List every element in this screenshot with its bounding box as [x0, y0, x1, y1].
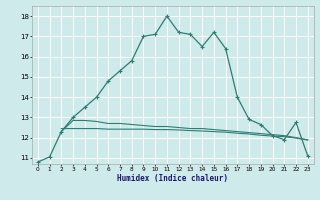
X-axis label: Humidex (Indice chaleur): Humidex (Indice chaleur)	[117, 174, 228, 183]
